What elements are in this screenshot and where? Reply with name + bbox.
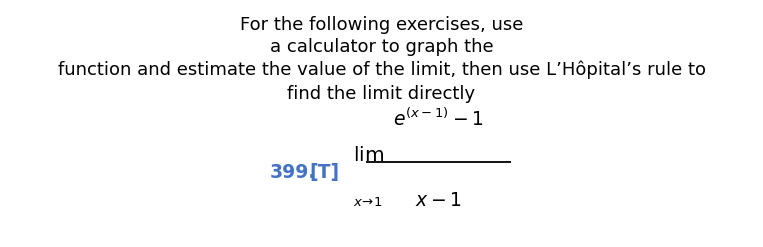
- Text: $\lim$: $\lim$: [353, 146, 385, 165]
- Text: For the following exercises, use: For the following exercises, use: [240, 16, 523, 34]
- Text: $x - 1$: $x - 1$: [415, 191, 462, 209]
- Text: find the limit directly: find the limit directly: [288, 85, 475, 103]
- Text: [T]: [T]: [310, 164, 340, 182]
- Text: $x \!\rightarrow\! 1$: $x \!\rightarrow\! 1$: [353, 196, 382, 209]
- Text: $e^{(x-1)} - 1$: $e^{(x-1)} - 1$: [394, 107, 484, 130]
- Text: 399.: 399.: [270, 164, 317, 182]
- Text: function and estimate the value of the limit, then use L’Hôpital’s rule to: function and estimate the value of the l…: [57, 61, 706, 79]
- Text: a calculator to graph the: a calculator to graph the: [269, 38, 494, 56]
